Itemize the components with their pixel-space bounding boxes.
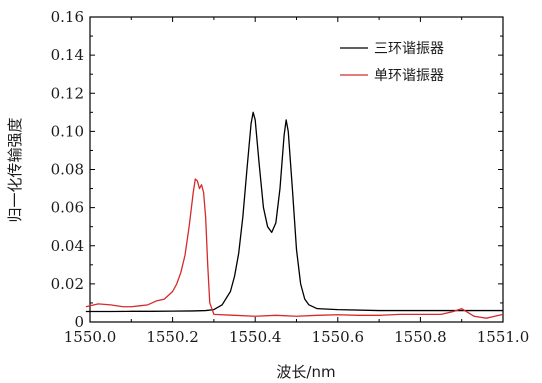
legend: 三环谐振器 单环谐振器 (340, 41, 444, 84)
series-layer (85, 111, 504, 319)
legend-label-1: 单环谐振器 (374, 68, 444, 84)
y-tick-label: 0.06 (51, 199, 84, 217)
y-tick-label: 0.16 (51, 8, 84, 26)
x-axis-label: 波长/nm (276, 363, 335, 381)
y-tick-label: 0.10 (51, 122, 84, 140)
y-tick-label: 0.14 (51, 46, 84, 64)
series-line-0 (85, 111, 503, 313)
y-tick-label: 0.08 (51, 161, 84, 179)
x-tick-label: 1550.6 (312, 328, 365, 346)
x-tick-label: 1550.4 (229, 328, 282, 346)
y-tick-label: 0.12 (51, 84, 84, 102)
plot-frame (89, 16, 504, 323)
x-tick-label: 1550.8 (394, 328, 447, 346)
y-tick-label: 0.04 (51, 237, 84, 255)
legend-label-0: 三环谐振器 (374, 41, 444, 57)
x-tick-label: 1550.2 (146, 328, 199, 346)
y-axis-label: 归一化传输强度 (6, 117, 24, 222)
x-tick-label: 1550.0 (64, 328, 117, 346)
x-tick-label: 1551.0 (477, 328, 530, 346)
y-tick-label: 0 (74, 313, 84, 331)
x-axis: 1550.0 1550.2 1550.4 1550.6 1550.8 1551.0 (64, 17, 530, 346)
series-line-1 (85, 178, 504, 319)
y-axis: 0 0.02 0.04 0.06 0.08 0.10 0.12 0.14 0.16 (51, 8, 503, 331)
y-tick-label: 0.02 (51, 275, 84, 293)
